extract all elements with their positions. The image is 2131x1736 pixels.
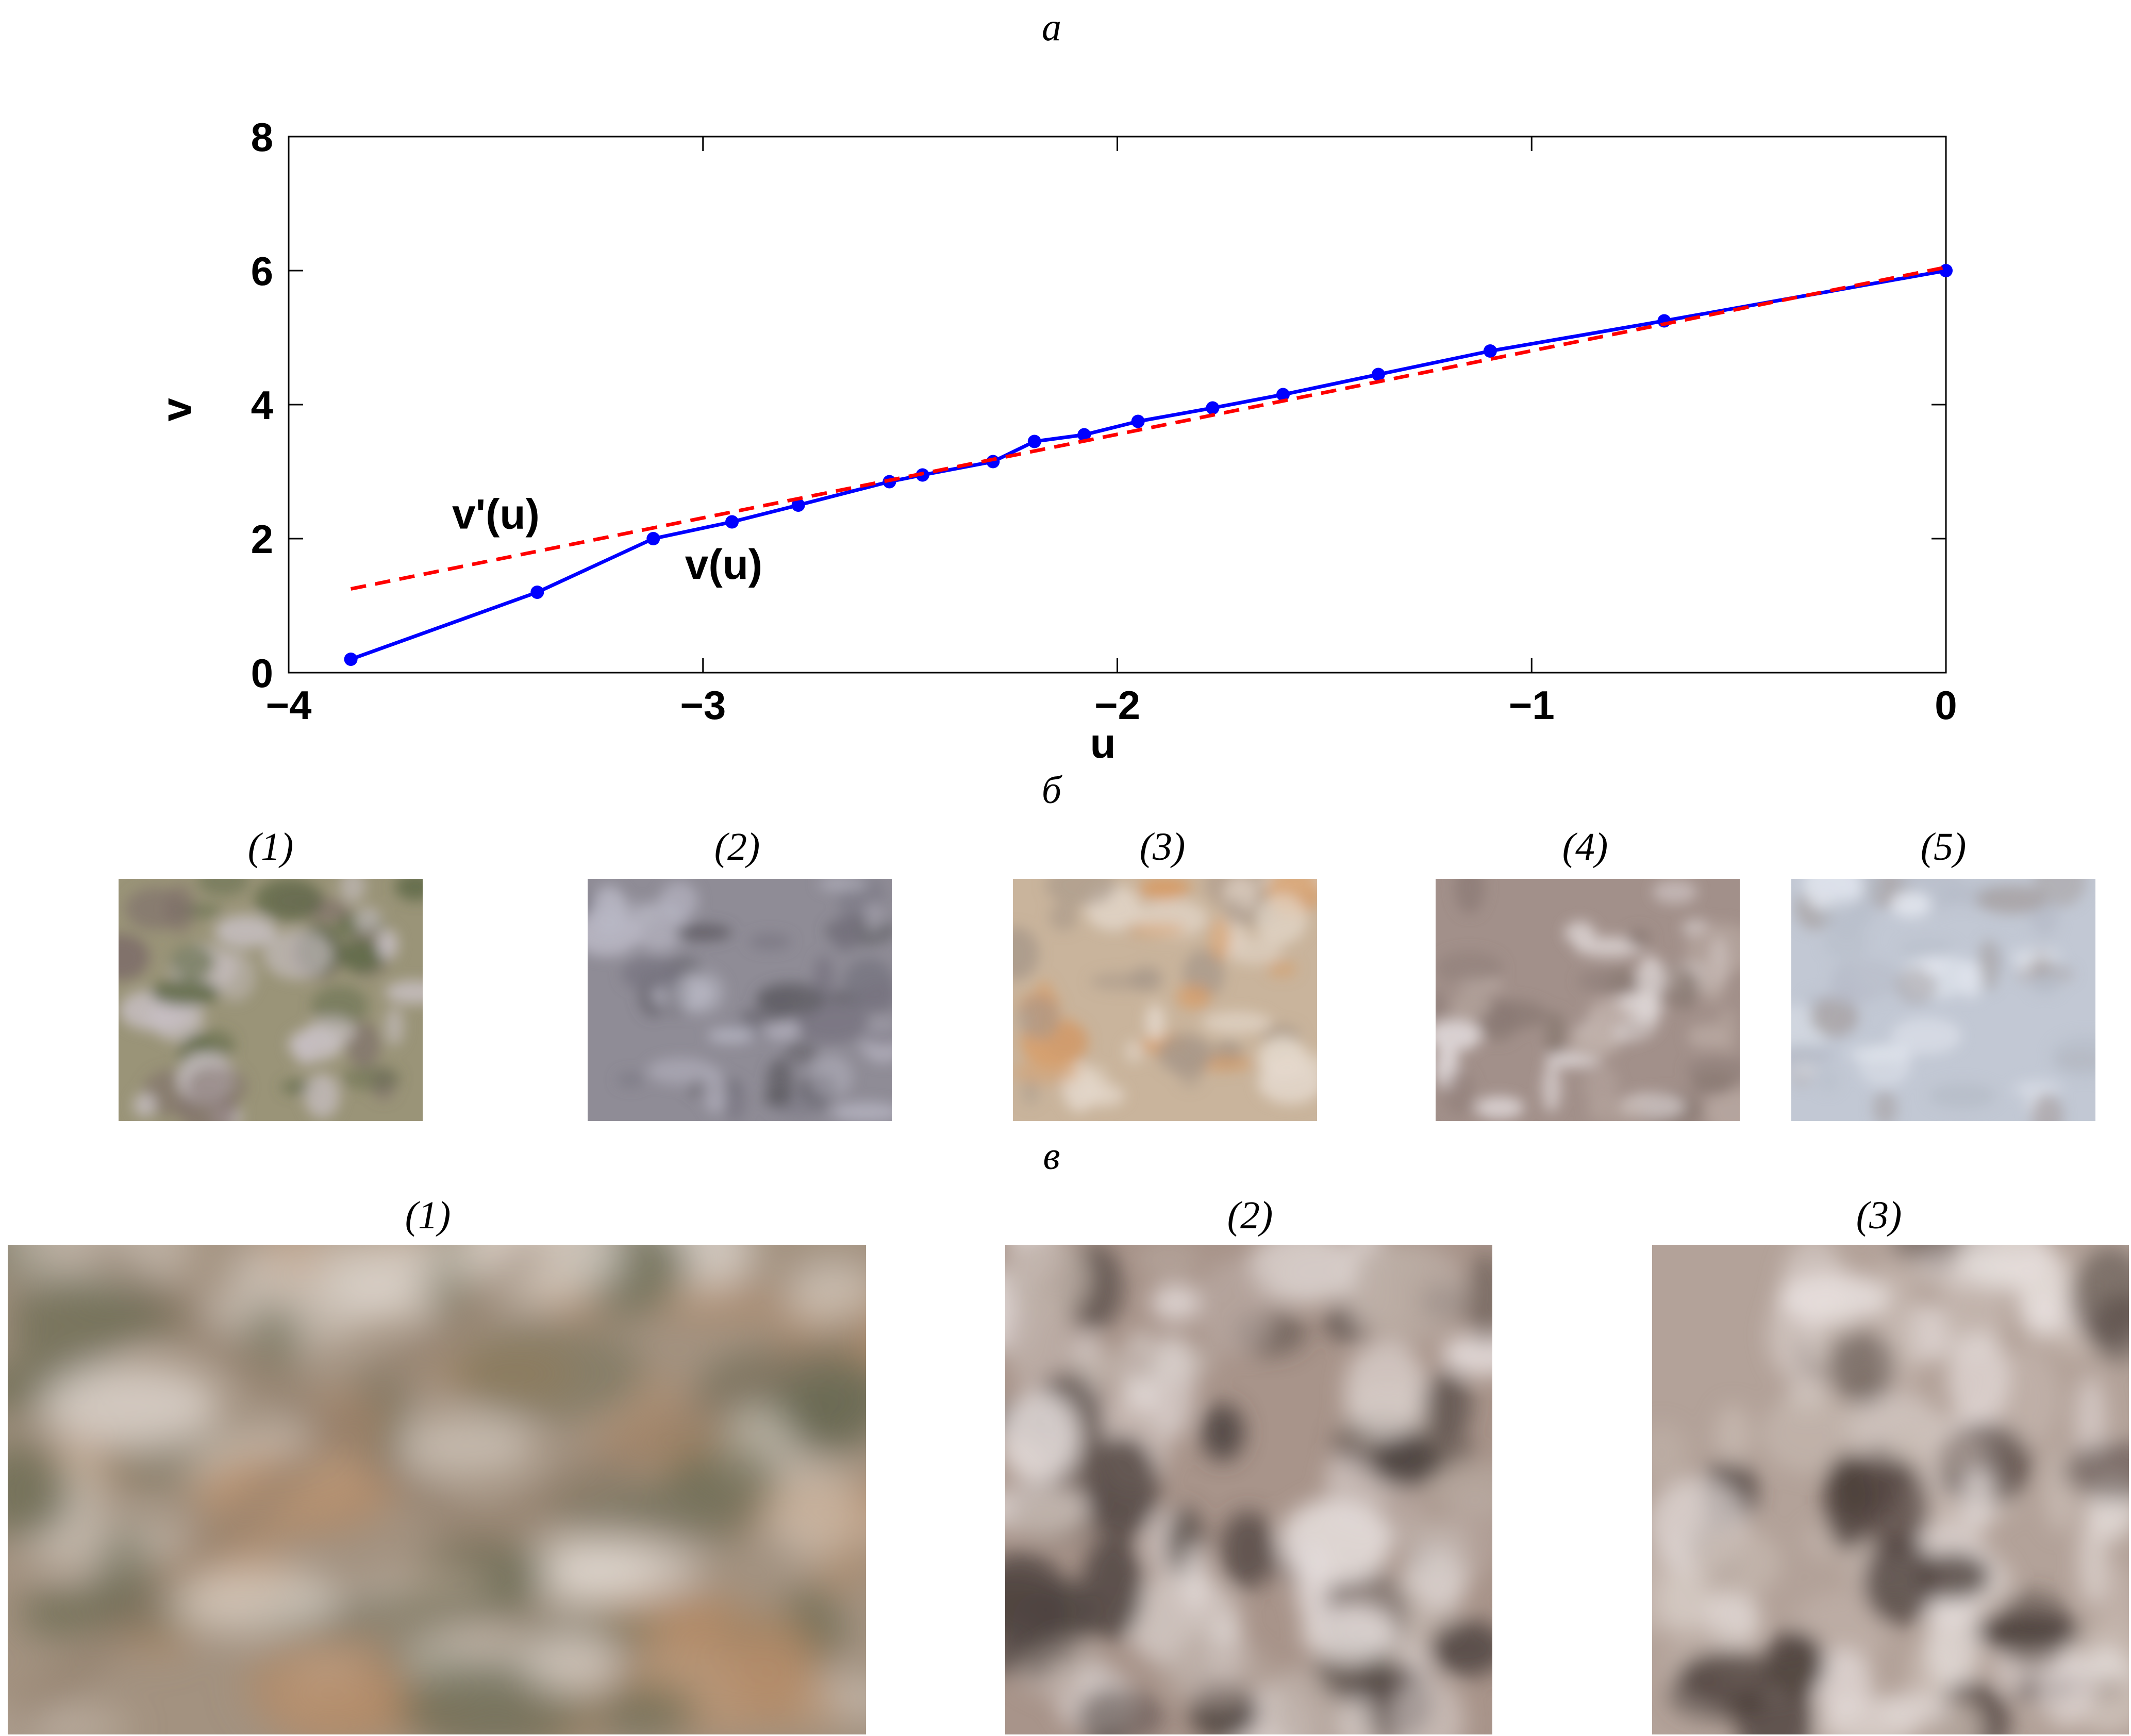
line-chart: −4 −3 −2 −1 0 0 2 4 6 8 u v v'(u) v(u) bbox=[153, 114, 1957, 763]
landfill-aerial-image bbox=[1005, 1245, 1492, 1734]
data-point bbox=[1077, 428, 1091, 442]
row-b-caption-3: (3) bbox=[1139, 825, 1186, 869]
row-v-caption-3: (3) bbox=[1856, 1194, 1902, 1237]
panel-label-v: в bbox=[1043, 1134, 1060, 1178]
terrain-sample-image bbox=[1436, 879, 1740, 1121]
data-point bbox=[791, 498, 805, 512]
data-point bbox=[1027, 435, 1041, 448]
terrain-sample-image bbox=[1013, 879, 1317, 1121]
data-point bbox=[1371, 368, 1385, 381]
terrain-sample-image bbox=[1791, 879, 2095, 1121]
data-point bbox=[344, 653, 358, 666]
data-point bbox=[1206, 401, 1220, 415]
data-point bbox=[1939, 264, 1953, 277]
data-point bbox=[646, 532, 660, 545]
landfill-aerial-image bbox=[8, 1245, 866, 1734]
series-annotation: v(u) bbox=[685, 541, 762, 588]
data-point bbox=[1483, 344, 1497, 358]
series-annotation: v'(u) bbox=[452, 491, 540, 538]
y-tick-label: 6 bbox=[251, 248, 273, 294]
y-tick-label: 2 bbox=[251, 516, 273, 562]
y-tick-label: 8 bbox=[251, 114, 273, 160]
row-b-caption-1: (1) bbox=[247, 825, 294, 869]
x-tick-label: −3 bbox=[680, 682, 726, 728]
y-axis-label: v bbox=[153, 398, 200, 422]
x-tick-label: −4 bbox=[266, 682, 312, 728]
plot-area bbox=[288, 136, 1947, 674]
row-b-caption-5: (5) bbox=[1920, 825, 1967, 869]
row-b-caption-2: (2) bbox=[714, 825, 760, 869]
y-tick-label: 4 bbox=[251, 382, 273, 428]
terrain-sample-image bbox=[588, 879, 892, 1121]
x-tick-label: 0 bbox=[1935, 682, 1957, 728]
chart-axes bbox=[288, 136, 1947, 674]
panel-label-a: а bbox=[1042, 6, 1061, 49]
panel-label-b: б bbox=[1041, 769, 1062, 812]
data-point bbox=[1131, 414, 1145, 428]
x-tick-label: −2 bbox=[1094, 682, 1140, 728]
data-point bbox=[530, 586, 544, 599]
y-tick-label: 0 bbox=[251, 650, 273, 696]
row-b-caption-4: (4) bbox=[1562, 825, 1608, 869]
terrain-sample-image bbox=[119, 879, 423, 1121]
data-point bbox=[725, 515, 739, 529]
x-axis-label: u bbox=[1090, 720, 1116, 763]
chart-labels: −4 −3 −2 −1 0 0 2 4 6 8 u v v'(u) v(u) bbox=[153, 114, 1957, 763]
x-tick-label: −1 bbox=[1509, 682, 1555, 728]
row-v-caption-1: (1) bbox=[405, 1194, 451, 1237]
landfill-aerial-image bbox=[1652, 1245, 2129, 1734]
chart-series bbox=[344, 264, 1953, 666]
data-point bbox=[1276, 388, 1290, 402]
row-v-caption-2: (2) bbox=[1227, 1194, 1273, 1237]
